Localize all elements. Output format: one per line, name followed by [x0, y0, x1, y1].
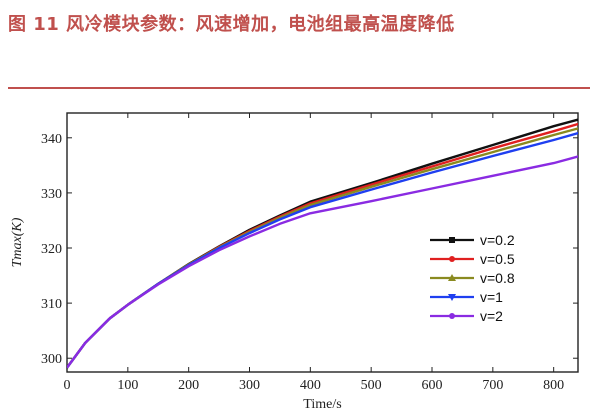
legend-label: v=0.2	[480, 232, 515, 248]
legend-marker	[449, 237, 455, 243]
legend-label: v=0.5	[480, 251, 515, 267]
title-divider	[8, 87, 590, 89]
y-tick-label: 340	[41, 132, 62, 147]
figure-title: 图 11 风冷模块参数：风速增加，电池组最高温度降低	[8, 14, 455, 35]
y-tick-label: 310	[41, 297, 62, 312]
y-tick-label: 300	[41, 352, 62, 367]
legend-marker	[448, 294, 456, 301]
tick-marks	[66, 113, 578, 372]
legend-label: v=2	[480, 308, 503, 324]
legend-marker	[448, 274, 456, 281]
x-tick-labels: 0 100 200 300 400 500 600 700 800	[64, 378, 565, 393]
y-tick-label: 320	[41, 242, 62, 257]
y-tick-labels: 300 310 320 330 340	[41, 132, 62, 367]
x-tick-label: 0	[64, 378, 71, 393]
x-axis-label: Time/s	[303, 397, 341, 412]
series-lines	[67, 118, 578, 369]
x-tick-label: 800	[543, 378, 564, 393]
legend-label: v=0.8	[480, 270, 515, 286]
x-tick-label: 400	[300, 378, 321, 393]
x-tick-label: 200	[178, 378, 199, 393]
x-tick-label: 700	[482, 378, 503, 393]
plot-frame	[66, 112, 579, 373]
legend-marker	[449, 256, 455, 262]
series-line-5	[67, 155, 578, 369]
legend-marker	[449, 313, 455, 319]
x-tick-label: 600	[422, 378, 443, 393]
x-tick-label: 500	[361, 378, 382, 393]
legend: v=0.2 v=0.5 v=0.8 v=1 v=2	[430, 232, 515, 324]
y-axis-label: Tmax(K)	[10, 217, 25, 267]
y-tick-label: 330	[41, 187, 62, 202]
x-tick-label: 300	[239, 378, 260, 393]
legend-label: v=1	[480, 289, 503, 305]
x-tick-label: 100	[117, 378, 138, 393]
